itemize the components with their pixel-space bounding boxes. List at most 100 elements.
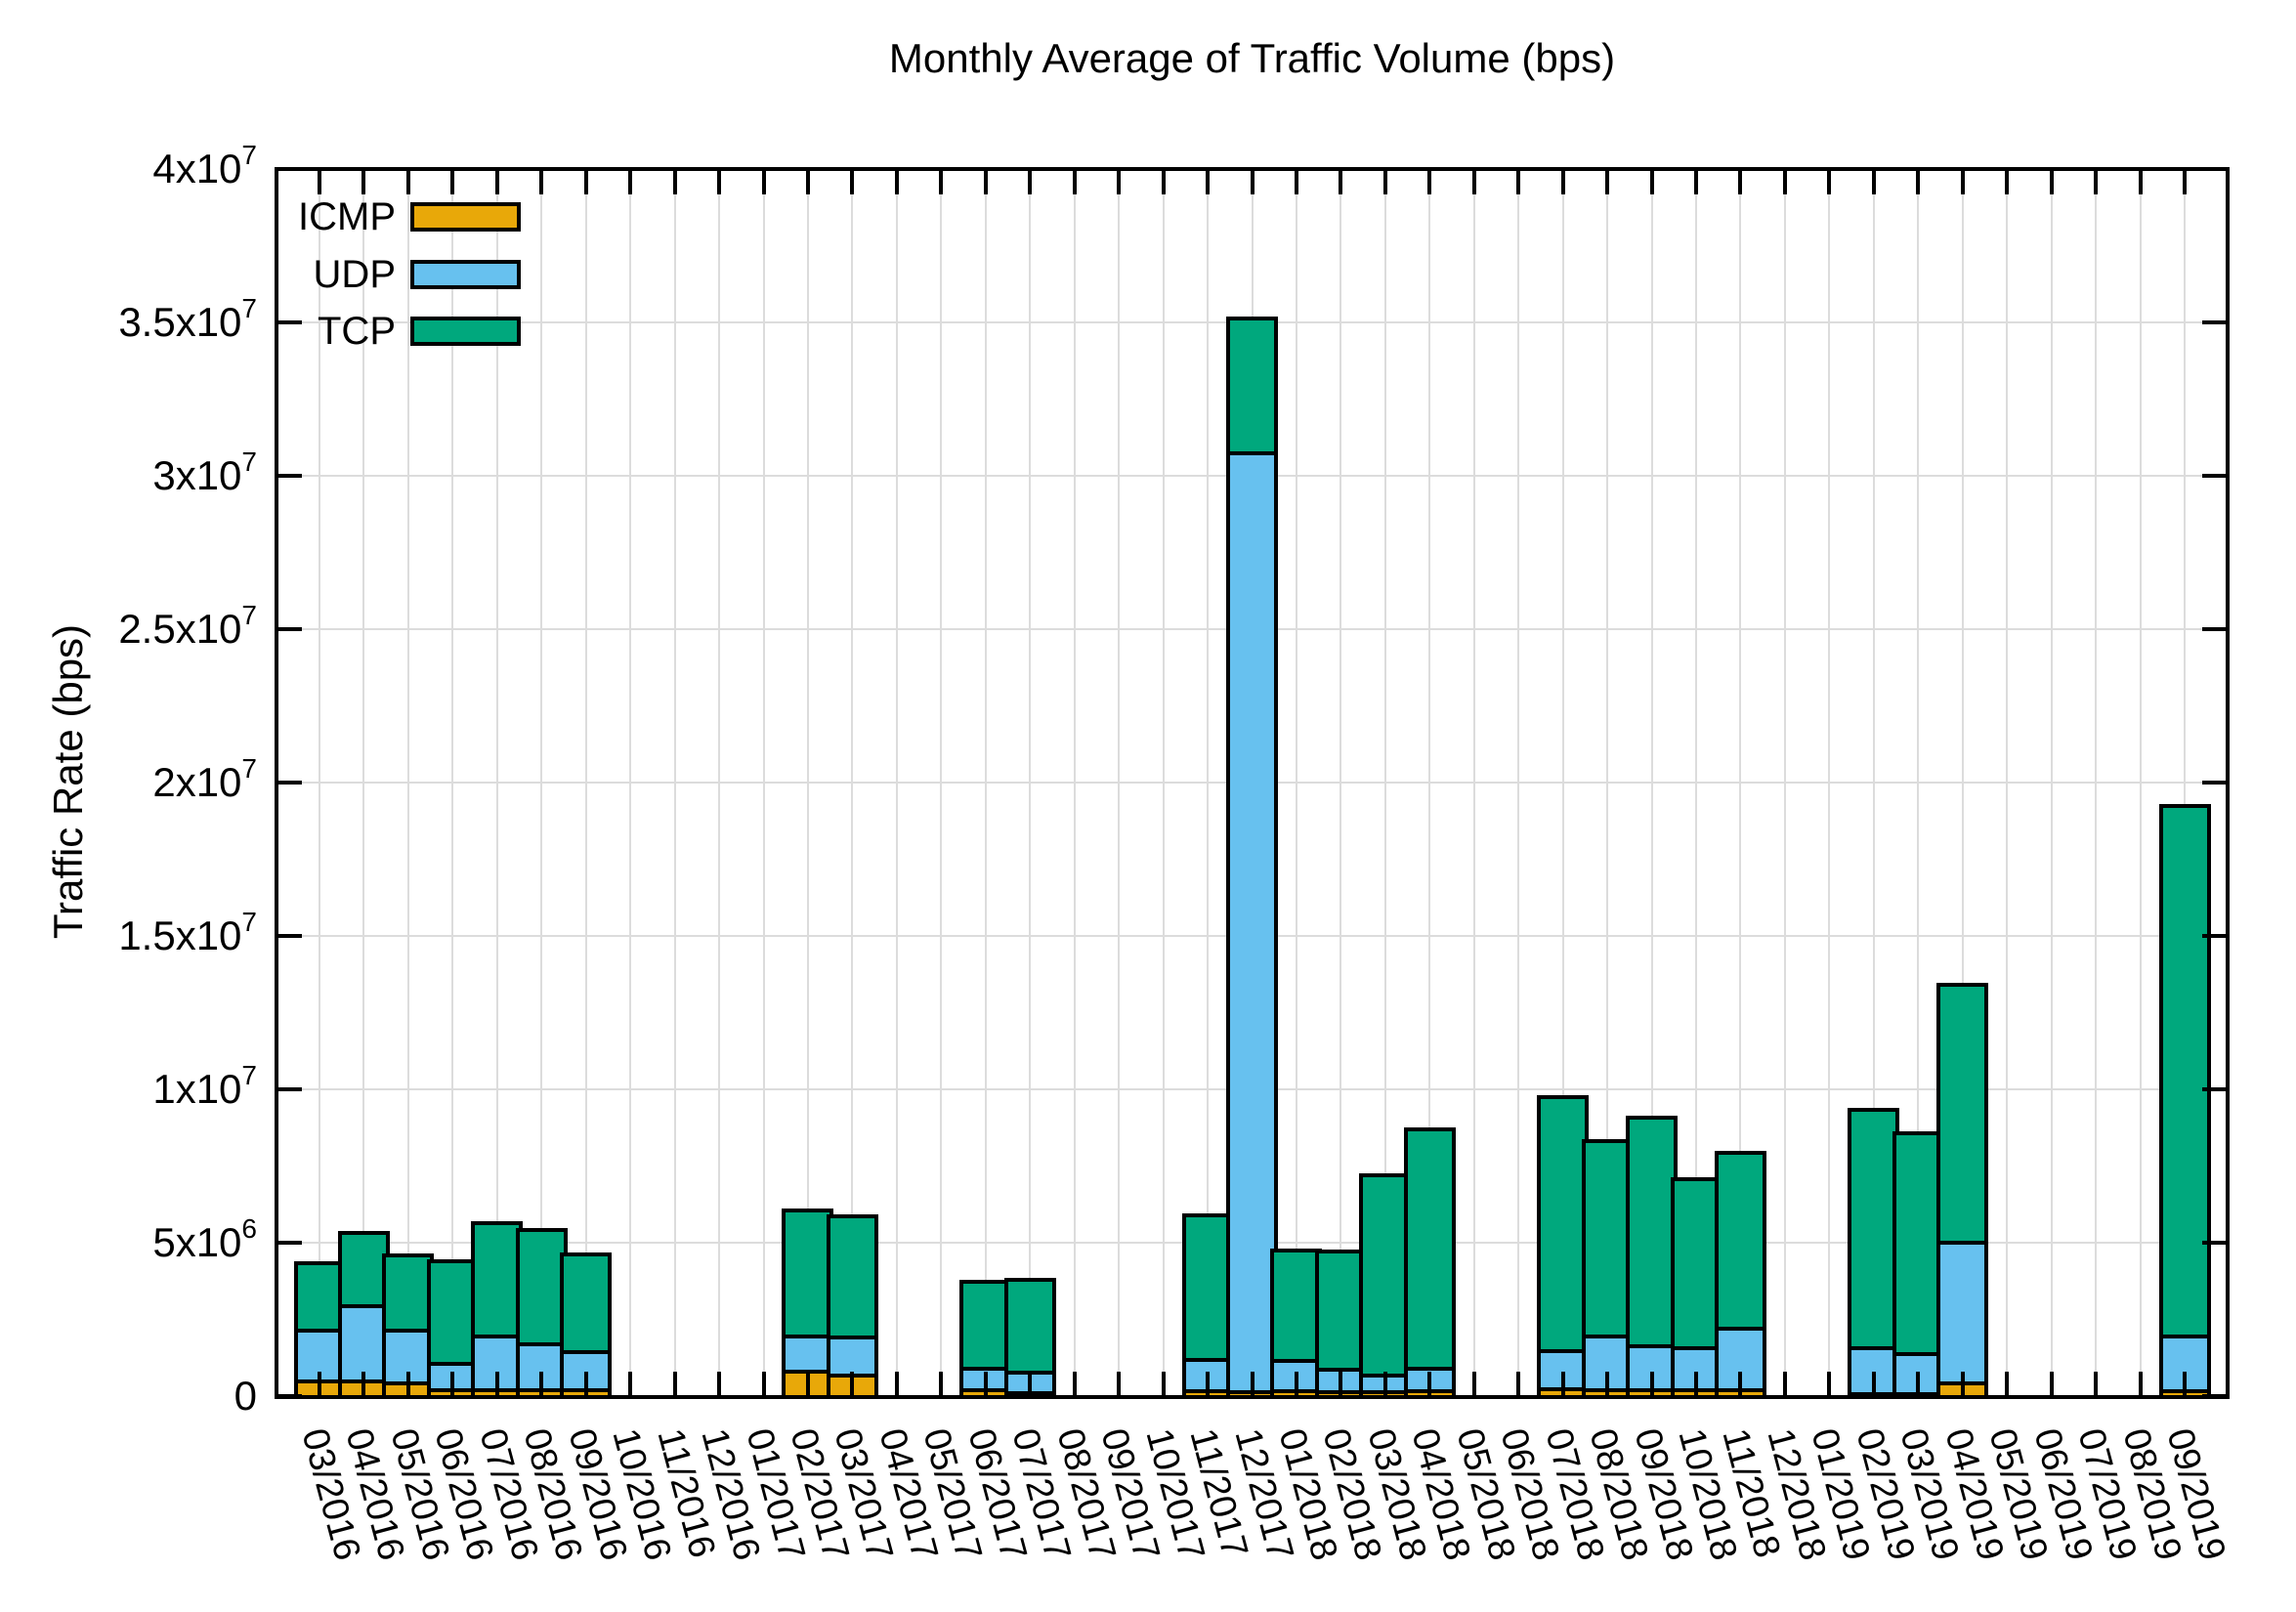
x-tick [1871, 1372, 1876, 1395]
x-tick-top [450, 171, 455, 194]
bar-border [1181, 1213, 1186, 1397]
bar-border [1936, 983, 1941, 1397]
bar-border [826, 1336, 878, 1340]
y-tick [278, 320, 302, 324]
x-tick-top [761, 171, 766, 194]
bar-segment-tcp [1541, 1096, 1586, 1352]
bar-segment-tcp [829, 1215, 874, 1337]
bar-segment-tcp [1674, 1179, 1719, 1348]
bar-border [1714, 1326, 1766, 1331]
x-tick-top [2138, 171, 2143, 194]
x-tick-top [2094, 171, 2099, 194]
bar-border [382, 1329, 435, 1334]
y-tick-right [2202, 1087, 2226, 1091]
bar-border [1670, 1346, 1722, 1351]
bar-border [1892, 1130, 1896, 1397]
x-tick [628, 1372, 633, 1395]
x-tick [1605, 1372, 1610, 1395]
x-tick [1827, 1372, 1832, 1395]
bar-border [1762, 1150, 1766, 1397]
x-tick [2094, 1372, 2099, 1395]
bar-border [959, 1367, 1012, 1372]
x-tick-top [805, 171, 810, 194]
x-tick [405, 1372, 410, 1395]
bar-border [1537, 1349, 1590, 1354]
bar-border [1226, 316, 1278, 320]
y-tick [278, 1087, 302, 1091]
bar-border [782, 1335, 834, 1339]
bar-segment-tcp [1230, 318, 1274, 454]
bar-segment-udp [1940, 1243, 1985, 1384]
bar-segment-tcp [1318, 1251, 1363, 1370]
bar-border [1581, 1139, 1586, 1397]
x-tick-top [1294, 171, 1298, 194]
bar-border [1274, 316, 1278, 1397]
bar-border [2158, 803, 2211, 808]
x-tick-top [1605, 171, 1610, 194]
bar-border [560, 1251, 613, 1256]
x-tick-top [1649, 171, 1654, 194]
x-tick-top [405, 171, 410, 194]
x-tick [539, 1372, 544, 1395]
y-tick [278, 167, 302, 171]
bar-border [1848, 1108, 1852, 1397]
bar-border [1403, 1126, 1456, 1131]
x-tick [494, 1372, 499, 1395]
x-tick-top [628, 171, 633, 194]
bar-border [959, 1280, 1012, 1285]
bar-segment-udp [829, 1337, 874, 1376]
bar-segment-tcp [519, 1230, 564, 1344]
x-tick-top [539, 171, 544, 194]
bar-border [1270, 1249, 1323, 1253]
bar-border [515, 1341, 568, 1346]
bar-border [293, 1261, 346, 1266]
legend-swatch-icmp [410, 202, 521, 232]
y-tick-label: 1x107 [152, 1060, 257, 1113]
y-tick [278, 781, 302, 785]
legend-label-udp: UDP [313, 253, 396, 296]
x-tick-top [2049, 171, 2054, 194]
x-tick [1782, 1372, 1787, 1395]
legend-label-icmp: ICMP [298, 195, 396, 238]
x-tick [450, 1372, 455, 1395]
x-tick-top [1871, 171, 1876, 194]
x-tick [1694, 1372, 1699, 1395]
bar-segment-tcp [1630, 1118, 1675, 1347]
x-tick-top [1782, 171, 1787, 194]
bar-border [2206, 803, 2211, 1397]
bar-border [1670, 1177, 1722, 1181]
bar-border [2158, 803, 2163, 1397]
x-tick [1960, 1372, 1965, 1395]
y-tick-right [2202, 627, 2226, 631]
x-tick-top [318, 171, 321, 194]
bar-border [337, 1231, 342, 1397]
bar-border [782, 1209, 834, 1213]
bar-segment-tcp [1007, 1280, 1052, 1374]
x-tick [1072, 1372, 1077, 1395]
bar-segment-udp [1230, 453, 1274, 1392]
bar-segment-tcp [1363, 1174, 1408, 1376]
y-tick-label: 1.5x107 [118, 907, 257, 959]
x-tick-top [1382, 171, 1387, 194]
bar-border [1359, 1172, 1364, 1397]
bar-border [1003, 1278, 1008, 1397]
x-tick-top [1250, 171, 1254, 194]
bar-segment-tcp [1718, 1152, 1763, 1329]
bar-border [1714, 1150, 1719, 1397]
x-tick-top [361, 171, 366, 194]
y-tick-right [2202, 1394, 2226, 1398]
y-tick-label: 2.5x107 [118, 600, 257, 653]
x-tick-top [494, 171, 499, 194]
y-tick-right [2202, 320, 2226, 324]
bar-segment-udp [786, 1336, 830, 1372]
y-tick-label: 4x107 [152, 140, 257, 192]
bar-border [1581, 1139, 1634, 1144]
bar-segment-tcp [341, 1233, 386, 1306]
bar-border [382, 1252, 387, 1397]
x-tick-top [1916, 171, 1921, 194]
y-tick-label: 3x107 [152, 446, 257, 499]
bar-segment-tcp [786, 1210, 830, 1337]
bar-segment-tcp [386, 1254, 431, 1332]
x-tick-top [1427, 171, 1432, 194]
